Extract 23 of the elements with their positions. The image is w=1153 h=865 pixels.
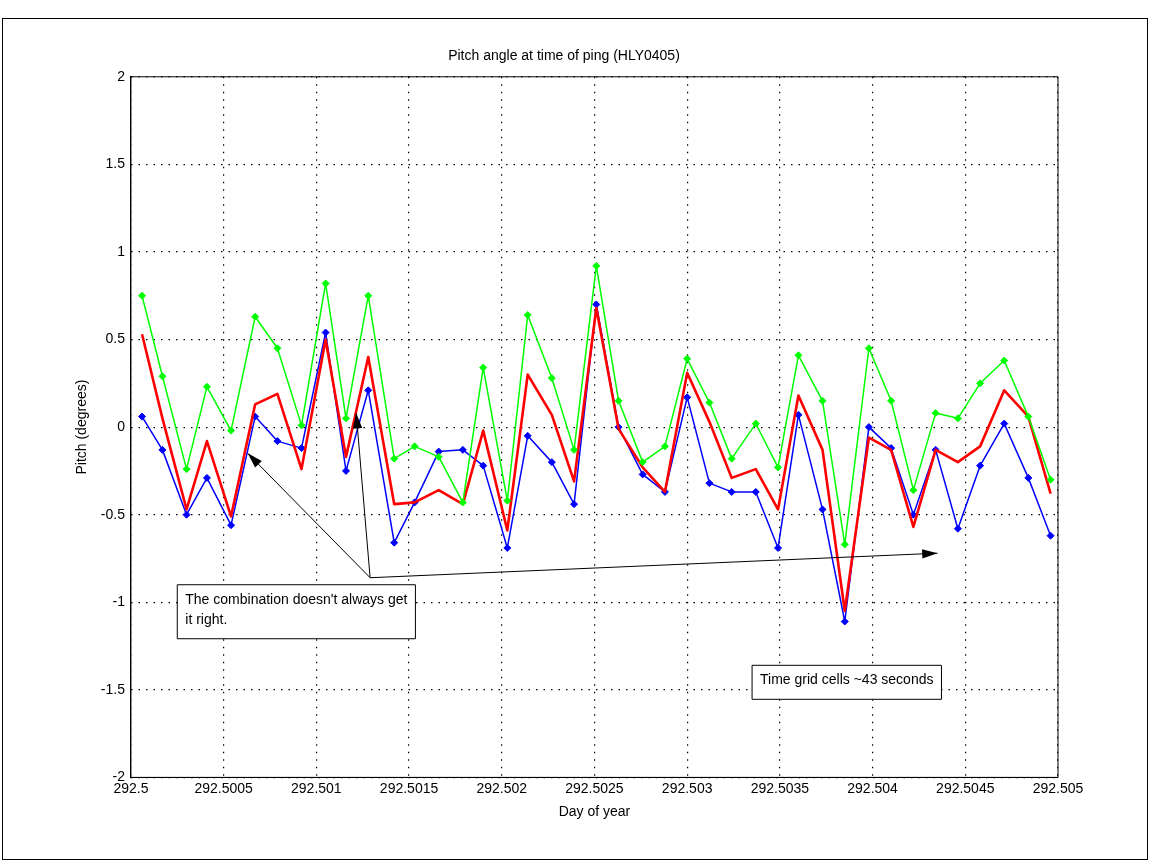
x-tick-label: 292.502 [476, 779, 528, 796]
x-tick-label: 292.5025 [565, 779, 624, 796]
chart-title: Pitch angle at time of ping (HLY0405) [448, 47, 680, 64]
x-tick-label: 292.503 [661, 779, 713, 796]
y-tick-label: 0 [117, 417, 126, 434]
x-tick-label: 292.5015 [379, 779, 439, 796]
y-tick-label: 1.5 [105, 155, 126, 172]
x-tick-label: 292.501 [291, 779, 342, 796]
y-tick-label: 2 [117, 67, 126, 84]
y-tick-label: 1 [117, 242, 126, 259]
x-tick-label: 292.5035 [750, 779, 810, 796]
y-axis-title: Pitch (degrees) [73, 379, 90, 475]
x-tick-label: 292.505 [1032, 779, 1084, 796]
annotation: The combination doesn't always get it right. [185, 590, 408, 627]
annotation: Time grid cells ~43 seconds [760, 671, 934, 688]
x-tick-label: 292.5045 [936, 779, 995, 796]
x-axis-title: Day of year [558, 803, 631, 820]
y-tick-label: -1 [112, 593, 126, 610]
x-tick-label: 292.504 [847, 779, 899, 796]
y-tick-label: -0.5 [100, 505, 126, 522]
y-tick-label: -1.5 [100, 680, 126, 697]
x-tick-label: 292.5005 [194, 779, 254, 796]
y-tick-label: 0.5 [105, 330, 126, 347]
